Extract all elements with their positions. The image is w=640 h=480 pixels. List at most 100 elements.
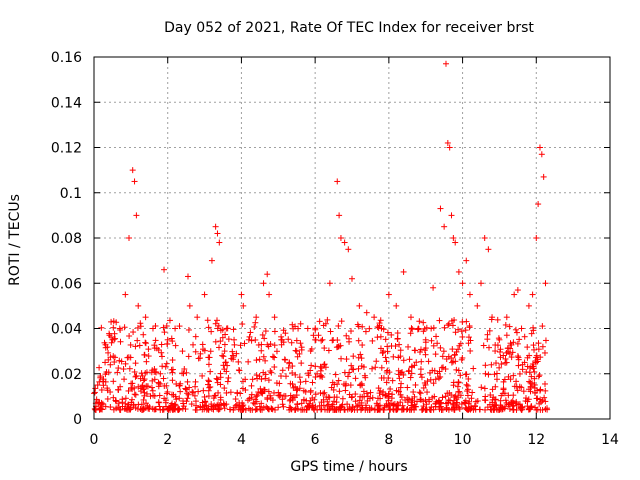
data-point <box>507 345 514 352</box>
data-point <box>450 358 457 365</box>
data-point <box>214 376 221 383</box>
data-point <box>117 338 124 345</box>
data-point <box>536 144 543 151</box>
data-point <box>220 362 227 369</box>
data-point <box>412 347 419 354</box>
data-point <box>505 348 512 355</box>
data-point <box>166 317 173 324</box>
data-point <box>361 372 368 379</box>
data-point <box>261 335 268 342</box>
data-point <box>203 405 210 412</box>
data-point <box>331 406 338 413</box>
data-point <box>503 332 510 339</box>
x-tick-label: 10 <box>454 432 472 448</box>
data-point <box>302 378 309 385</box>
data-point <box>163 360 170 367</box>
data-point <box>430 324 437 331</box>
data-point <box>437 373 444 380</box>
data-point <box>436 406 443 413</box>
data-point <box>158 349 165 356</box>
data-point <box>513 406 520 413</box>
data-point <box>513 378 520 385</box>
data-point <box>531 346 538 353</box>
data-point <box>497 346 504 353</box>
data-point <box>126 365 133 372</box>
data-point <box>535 373 542 380</box>
data-point <box>169 369 176 376</box>
data-point <box>331 381 338 388</box>
data-point <box>394 330 401 337</box>
data-point <box>156 403 163 410</box>
data-point <box>130 401 137 408</box>
data-point <box>408 364 415 371</box>
data-point <box>488 316 495 323</box>
data-point <box>108 333 115 340</box>
y-tick-label: 0.16 <box>51 50 82 66</box>
data-point <box>126 235 133 241</box>
data-point <box>327 328 334 335</box>
data-point <box>512 326 519 333</box>
data-point <box>92 385 99 392</box>
data-point <box>542 380 549 387</box>
data-point <box>262 375 269 382</box>
data-point <box>148 384 155 391</box>
data-point <box>246 333 253 340</box>
data-point <box>432 351 439 358</box>
data-point <box>394 335 401 342</box>
data-point <box>482 362 489 369</box>
data-point <box>163 322 170 329</box>
data-point <box>260 280 267 287</box>
data-point <box>344 401 351 408</box>
data-point <box>282 356 289 363</box>
data-point <box>528 373 535 380</box>
data-point <box>423 324 430 331</box>
data-point <box>324 316 331 323</box>
data-point <box>518 325 525 332</box>
data-point <box>129 386 136 393</box>
data-point <box>114 369 121 376</box>
data-point <box>108 339 115 346</box>
data-point <box>100 382 107 389</box>
data-point <box>140 331 147 338</box>
data-point <box>199 341 206 348</box>
data-point <box>378 375 385 382</box>
data-point <box>312 374 319 381</box>
data-point <box>453 366 460 373</box>
data-point <box>502 321 509 328</box>
data-point <box>104 395 111 402</box>
data-point <box>289 321 296 328</box>
data-point <box>381 404 388 411</box>
data-point <box>161 329 168 336</box>
data-point <box>113 319 120 326</box>
data-point <box>217 394 224 401</box>
data-point <box>222 331 229 338</box>
data-point <box>336 404 343 411</box>
data-point <box>265 388 272 395</box>
data-point <box>357 351 364 358</box>
data-point <box>435 375 442 382</box>
data-point <box>309 379 316 386</box>
data-point <box>249 376 256 383</box>
data-point <box>282 393 289 400</box>
data-point <box>105 349 112 356</box>
data-point <box>469 389 476 396</box>
data-point <box>500 385 507 392</box>
data-point <box>316 318 323 325</box>
data-point <box>294 353 301 360</box>
data-point <box>385 375 392 382</box>
data-point <box>456 388 463 395</box>
data-point <box>260 369 267 376</box>
data-point <box>203 402 210 409</box>
data-point <box>236 402 243 409</box>
y-tick-label: 0.02 <box>51 367 82 383</box>
data-point <box>190 341 197 348</box>
data-point <box>516 370 523 377</box>
data-point <box>417 390 424 397</box>
data-point <box>400 357 407 364</box>
data-point <box>400 371 407 378</box>
data-point <box>451 352 458 359</box>
data-point <box>176 395 183 402</box>
data-point <box>201 291 208 298</box>
y-tick-label: 0.1 <box>60 186 82 202</box>
data-point <box>518 404 525 411</box>
